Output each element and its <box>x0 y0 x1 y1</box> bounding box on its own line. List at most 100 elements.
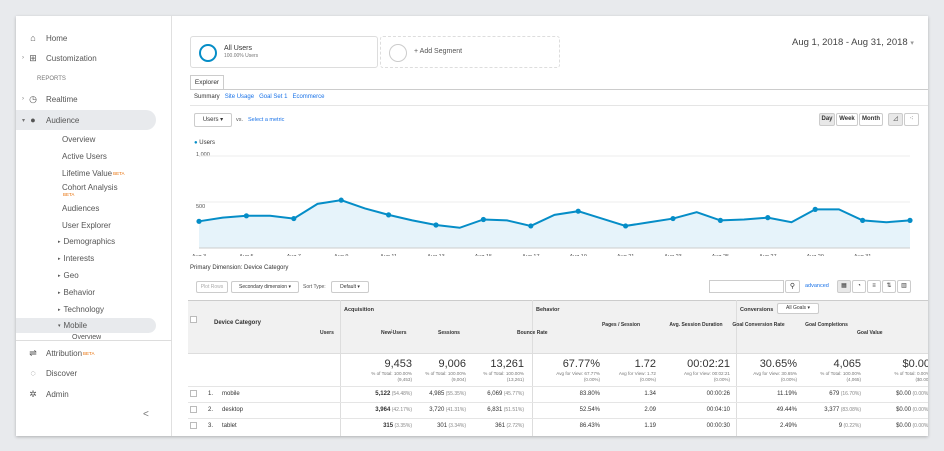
data-point[interactable] <box>243 213 249 219</box>
segment-circle-icon <box>389 44 407 62</box>
segment-all-users[interactable]: All Users 100.00% Users <box>190 36 378 68</box>
search-icon[interactable]: ⚲ <box>785 280 800 293</box>
sidebar-item-demographics[interactable]: ▸ Demographics <box>58 237 116 246</box>
column-header-3[interactable]: Bounce Rate <box>517 330 548 336</box>
table-search-input[interactable] <box>709 280 784 293</box>
data-point[interactable] <box>291 215 297 222</box>
pivot-view-icon[interactable]: ▥ <box>897 280 911 293</box>
data-point[interactable] <box>196 218 202 224</box>
home-icon: ⌂ <box>30 33 36 43</box>
report-area: All Users 100.00% Users + Add Segment Au… <box>172 16 928 436</box>
sidebar-item-behavior[interactable]: ▸ Behavior <box>58 288 96 297</box>
data-point[interactable] <box>480 216 486 223</box>
divider <box>188 418 928 419</box>
data-point[interactable] <box>575 208 581 214</box>
total-caption: Avg for View: 1.72 <box>618 371 656 376</box>
data-point[interactable] <box>386 212 392 218</box>
data-point[interactable] <box>907 217 913 223</box>
select-all-checkbox[interactable] <box>190 316 197 323</box>
sidebar-item-discover[interactable]: ◌ Discover <box>16 366 172 380</box>
line-chart-icon[interactable]: ◿ <box>888 113 903 126</box>
row-checkbox[interactable] <box>190 390 197 397</box>
sidebar-item-mobile[interactable]: ▾ Mobile <box>16 318 156 333</box>
area-fill <box>199 200 910 248</box>
subtab-summary[interactable]: Summary <box>194 94 220 100</box>
subtab-site-usage[interactable]: Site Usage <box>224 94 255 100</box>
data-point[interactable] <box>338 197 344 203</box>
tab-explorer[interactable]: Explorer <box>190 75 224 89</box>
sidebar-item-audiences[interactable]: Audiences <box>62 204 100 213</box>
week-button[interactable]: Week <box>836 113 858 126</box>
sidebar-item-mobile-overview[interactable]: Overview <box>72 334 102 340</box>
table-cell: 4,985 (55.35%) <box>381 391 466 397</box>
table-cell: 361 (2.72%) <box>438 423 524 429</box>
sidebar-item-attribution[interactable]: ⇌ Attribution BETA <box>16 346 172 360</box>
row-number: 2. <box>208 407 214 413</box>
pie-view-icon[interactable]: ◔ <box>852 280 866 293</box>
sidebar-item-geo[interactable]: ▸ Geo <box>58 271 79 280</box>
column-header-1[interactable]: New Users <box>381 330 407 336</box>
row-checkbox[interactable] <box>190 422 197 429</box>
sidebar-item-lifetime-value[interactable]: Lifetime Value BETA <box>62 169 125 178</box>
month-button[interactable]: Month <box>859 113 883 126</box>
sidebar-item-overview[interactable]: Overview <box>62 135 96 144</box>
column-header-4[interactable]: Pages / Session <box>601 322 641 328</box>
data-point[interactable] <box>670 215 676 222</box>
advanced-link[interactable]: advanced <box>805 283 829 289</box>
sidebar-item-admin[interactable]: ✲ Admin <box>16 387 172 401</box>
secondary-dimension-select[interactable]: Secondary dimension ▾ <box>231 281 299 293</box>
sidebar-item-home[interactable]: ⌂ Home <box>16 31 172 45</box>
sidebar-item-interests[interactable]: ▸ Interests <box>58 254 95 263</box>
column-header-7[interactable]: Goal Completions <box>805 322 848 328</box>
caret-right-icon: ▸ <box>58 272 61 279</box>
data-point[interactable] <box>765 215 771 221</box>
total-value: 30.65% <box>759 358 797 370</box>
scatter-icon[interactable]: ⁖ <box>904 113 919 126</box>
data-point[interactable] <box>433 222 439 228</box>
cell-percent: (3.34%) <box>447 423 466 429</box>
column-header-2[interactable]: Sessions <box>438 330 460 336</box>
data-point[interactable] <box>528 223 534 229</box>
row-dimension[interactable]: desktop <box>222 407 244 413</box>
cell-value: 3,720 <box>429 407 445 413</box>
row-checkbox[interactable] <box>190 406 197 413</box>
collapse-sidebar-button[interactable]: < <box>143 409 149 420</box>
date-range-picker[interactable]: Aug 1, 2018 - Aug 31, 2018 ▾ <box>792 37 914 48</box>
goals-select[interactable]: All Goals ▾ <box>777 303 819 314</box>
total-value: 4,065 <box>833 358 861 370</box>
beta-badge: BETA <box>63 192 75 197</box>
row-dimension[interactable]: tablet <box>222 423 237 429</box>
data-view-icon[interactable]: ▦ <box>837 280 851 293</box>
x-tick-label: ... <box>203 254 208 256</box>
subtab-ecommerce[interactable]: Ecommerce <box>292 94 325 100</box>
column-header-5[interactable]: Avg. Session Duration <box>669 322 723 328</box>
comparison-view-icon[interactable]: ⇅ <box>882 280 896 293</box>
plot-rows-button[interactable]: Plot Rows <box>196 281 228 293</box>
metric-select[interactable]: Users ▾ <box>194 113 232 127</box>
data-point[interactable] <box>860 217 866 223</box>
data-point[interactable] <box>623 223 629 229</box>
sidebar-item-technology[interactable]: ▸ Technology <box>58 305 104 314</box>
row-dimension[interactable]: mobile <box>222 391 240 397</box>
sidebar-item-realtime[interactable]: › ◷ Realtime <box>22 93 78 104</box>
performance-view-icon[interactable]: ≡ <box>867 280 881 293</box>
sidebar-item-user-explorer[interactable]: User Explorer <box>62 221 111 230</box>
data-point[interactable] <box>717 217 724 223</box>
column-header-8[interactable]: Goal Value <box>857 330 883 336</box>
day-button[interactable]: Day <box>819 113 835 126</box>
column-header-6[interactable]: Goal Conversion Rate <box>732 322 785 328</box>
sort-desc-icon[interactable]: ↓ <box>390 328 394 335</box>
table-cell: 83.80% <box>517 391 600 397</box>
sidebar-item-customization[interactable]: › ⊞ Customization <box>22 52 97 63</box>
subtab-goal-set-1[interactable]: Goal Set 1 <box>259 94 288 100</box>
sidebar-item-active-users[interactable]: Active Users <box>62 152 107 161</box>
column-header-0[interactable]: Users <box>320 330 334 336</box>
table-cell: 00:00:26 <box>662 391 730 397</box>
sort-type-select[interactable]: Default ▾ <box>331 281 369 293</box>
sidebar-item-cohort-analysis[interactable]: Cohort Analysis <box>62 183 118 192</box>
add-segment-button[interactable]: + Add Segment <box>380 36 560 68</box>
sidebar-item-audience[interactable]: ▾ ● Audience <box>16 110 156 130</box>
data-point[interactable] <box>812 206 818 212</box>
beta-badge: BETA <box>113 171 125 176</box>
select-metric-link[interactable]: Select a metric <box>248 117 285 123</box>
